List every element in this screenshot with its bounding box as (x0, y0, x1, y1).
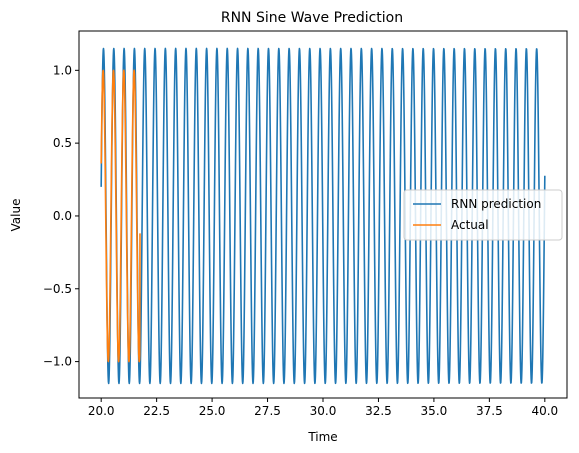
legend-box (403, 189, 563, 241)
y-tick-label: 0.5 (53, 136, 72, 150)
y-axis-label: Value (9, 199, 23, 232)
x-axis-label: Time (307, 430, 337, 444)
x-tick-label: 35.0 (421, 404, 448, 418)
series-line-rnn-prediction (100, 47, 546, 385)
y-tick-label: −1.0 (43, 355, 72, 369)
x-tick-label: 25.0 (199, 404, 226, 418)
x-axis-ticks: 20.0 22.5 25.0 27.5 30.0 32.5 35.0 37.5 40.0 (88, 398, 558, 418)
legend-label-rnn-prediction: RNN prediction (451, 197, 541, 211)
y-tick-label: 0.0 (53, 209, 72, 223)
x-tick-label: 30.0 (310, 404, 337, 418)
chart-title: RNN Sine Wave Prediction (221, 10, 403, 26)
legend-label-actual: Actual (451, 218, 489, 232)
x-tick-label: 37.5 (476, 404, 503, 418)
y-tick-label: 1.0 (53, 63, 72, 77)
y-axis-ticks: −1.0 −0.5 0.0 0.5 1.0 (43, 63, 79, 369)
x-tick-label: 32.5 (365, 404, 392, 418)
x-tick-label: 27.5 (254, 404, 281, 418)
x-tick-label: 20.0 (88, 404, 115, 418)
x-tick-label: 22.5 (143, 404, 170, 418)
y-tick-label: −0.5 (43, 282, 72, 296)
legend: RNN prediction Actual (403, 189, 563, 241)
series-layer (100, 47, 546, 385)
series-line-actual (100, 69, 141, 363)
x-tick-label: 40.0 (531, 404, 558, 418)
